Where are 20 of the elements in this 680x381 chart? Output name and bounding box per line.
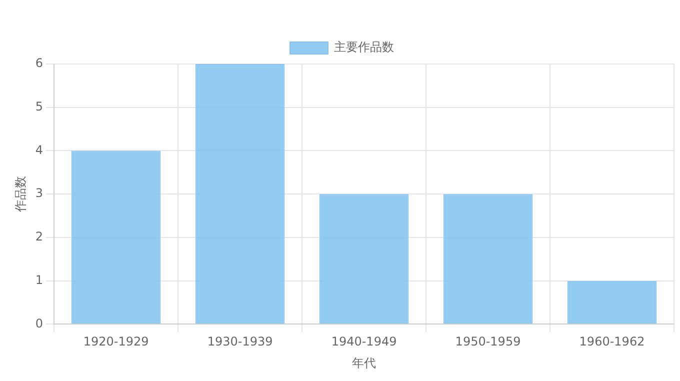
y-tick-label: 2	[35, 230, 44, 244]
x-tick-label: 1920-1929	[83, 334, 149, 349]
x-tick-label: 1950-1959	[455, 334, 521, 349]
bar	[443, 194, 533, 324]
bar	[195, 64, 285, 324]
y-tick-label: 6	[35, 56, 44, 70]
x-tick-label: 1930-1939	[207, 334, 273, 349]
x-tick-label: 1940-1949	[331, 334, 397, 349]
y-tick-label: 0	[35, 316, 44, 330]
y-tick-label: 4	[35, 142, 44, 157]
y-axis-title: 作品数	[13, 176, 28, 214]
y-tick-label: 1	[35, 272, 44, 287]
bar	[319, 194, 409, 324]
y-tick-label: 3	[35, 186, 44, 200]
bar	[567, 280, 657, 324]
y-tick-label: 5	[35, 99, 44, 114]
x-axis-title: 年代	[352, 356, 376, 370]
bar	[71, 150, 161, 324]
legend-label: 主要作品数	[334, 40, 394, 54]
x-tick-label: 1960-1962	[579, 334, 645, 349]
